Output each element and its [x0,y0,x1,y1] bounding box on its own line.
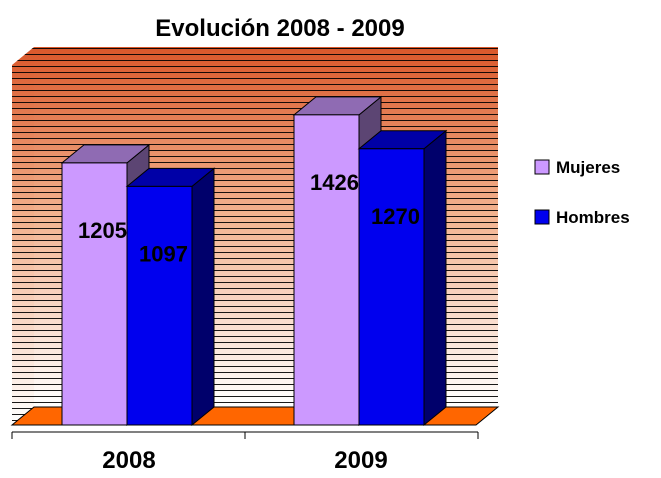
legend: Mujeres Hombres [534,158,630,227]
x-tick-label: 2009 [334,447,387,473]
legend-label: Mujeres [556,158,620,177]
data-labels: 1205 1097 1426 1270 [78,170,420,267]
x-axis: 2008 2009 [11,431,479,474]
bar-hombres-2009 [357,129,448,427]
legend-box: Mujeres Hombres [534,158,630,227]
side-wall-lines [12,47,34,425]
data-label: 1205 [78,218,127,243]
legend-swatch [534,209,550,225]
data-label: 1270 [371,204,420,229]
legend-swatch [534,159,550,175]
legend-item-mujeres: Mujeres [534,158,620,177]
data-label: 1426 [310,170,359,195]
bars-group [60,95,448,427]
chart-title: Evolución 2008 - 2009 [155,15,404,42]
bar-hombres-2008 [125,167,216,427]
data-label: 1097 [139,241,188,266]
x-tick-label: 2008 [102,447,155,473]
legend-label: Hombres [556,208,630,227]
legend-item-hombres: Hombres [534,208,630,227]
